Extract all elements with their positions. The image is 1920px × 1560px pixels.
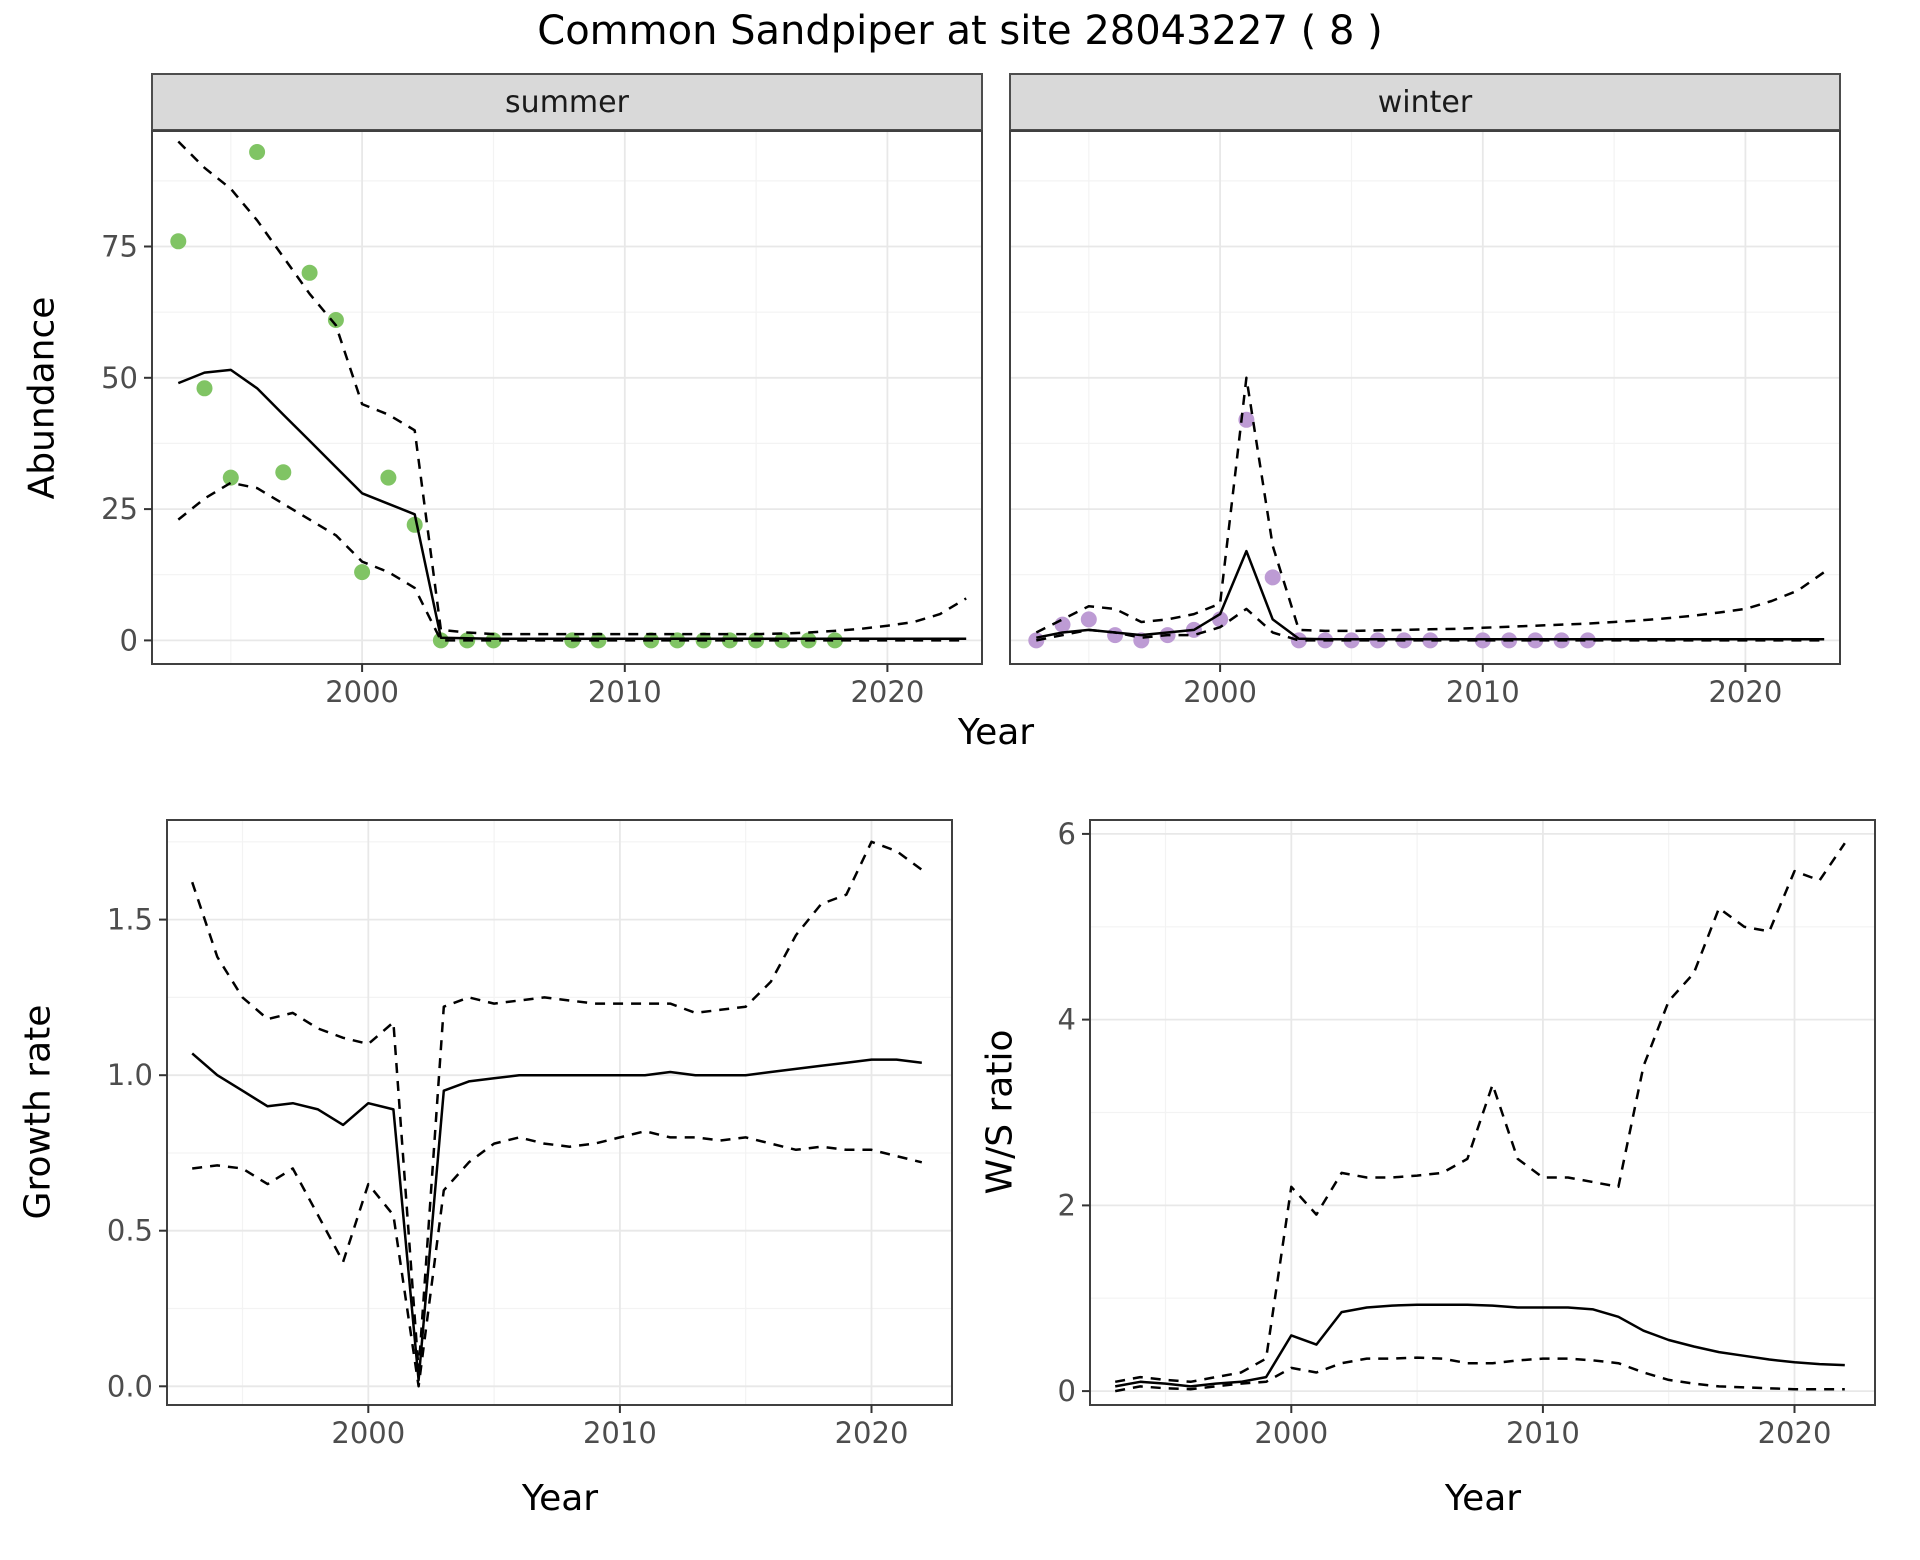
ws-ratio-y-axis-title: W/S ratio	[979, 1029, 1021, 1195]
svg-text:0: 0	[1058, 1374, 1076, 1408]
svg-text:25: 25	[101, 492, 138, 526]
svg-text:2000: 2000	[1183, 675, 1257, 709]
svg-text:2010: 2010	[1506, 1416, 1580, 1450]
svg-text:0.5: 0.5	[107, 1214, 153, 1248]
svg-text:2020: 2020	[1708, 675, 1782, 709]
svg-text:75: 75	[101, 230, 138, 264]
growth-rate-chart: 2000 2010 2020 0.0 0.5 1.0 1.5	[107, 819, 953, 1450]
facet-strip-summer-label: summer	[505, 84, 629, 120]
top-x-axis-title: Year	[957, 712, 1035, 753]
svg-text:2020: 2020	[835, 1416, 909, 1450]
abundance-y-axis-title: Abundance	[21, 296, 63, 500]
svg-text:2000: 2000	[325, 675, 399, 709]
svg-text:4: 4	[1058, 1003, 1076, 1037]
svg-text:50: 50	[101, 361, 138, 395]
svg-text:2010: 2010	[588, 675, 662, 709]
ws-x-axis-title: Year	[1444, 1478, 1522, 1519]
ws-ratio-chart: 2000 2010 2020 0 2 4 6	[1058, 817, 1876, 1450]
plot-title: Common Sandpiper at site 28043227 ( 8 )	[537, 8, 1383, 54]
growth-x-axis-title: Year	[521, 1478, 599, 1519]
svg-text:1.0: 1.0	[107, 1058, 153, 1092]
svg-text:1.5: 1.5	[107, 903, 153, 937]
svg-text:2: 2	[1058, 1188, 1076, 1222]
facet-strip-summer: summer	[151, 73, 983, 131]
svg-text:2020: 2020	[1758, 1416, 1832, 1450]
svg-text:2000: 2000	[331, 1416, 405, 1450]
abundance-winter-chart: 2000 2010 2020	[1009, 130, 1841, 709]
growth-rate-y-axis-title: Growth rate	[17, 1004, 59, 1220]
svg-text:0.0: 0.0	[107, 1369, 153, 1403]
abundance-summer-chart: 2000 2010 2020 0 25 50 75	[101, 130, 983, 709]
svg-text:6: 6	[1058, 817, 1076, 851]
svg-text:2000: 2000	[1254, 1416, 1328, 1450]
facet-strip-winter-label: winter	[1377, 84, 1473, 120]
svg-text:2010: 2010	[1446, 675, 1520, 709]
facet-strip-winter: winter	[1009, 73, 1841, 131]
svg-text:0: 0	[120, 623, 138, 657]
svg-text:2020: 2020	[850, 675, 924, 709]
svg-text:2010: 2010	[583, 1416, 657, 1450]
